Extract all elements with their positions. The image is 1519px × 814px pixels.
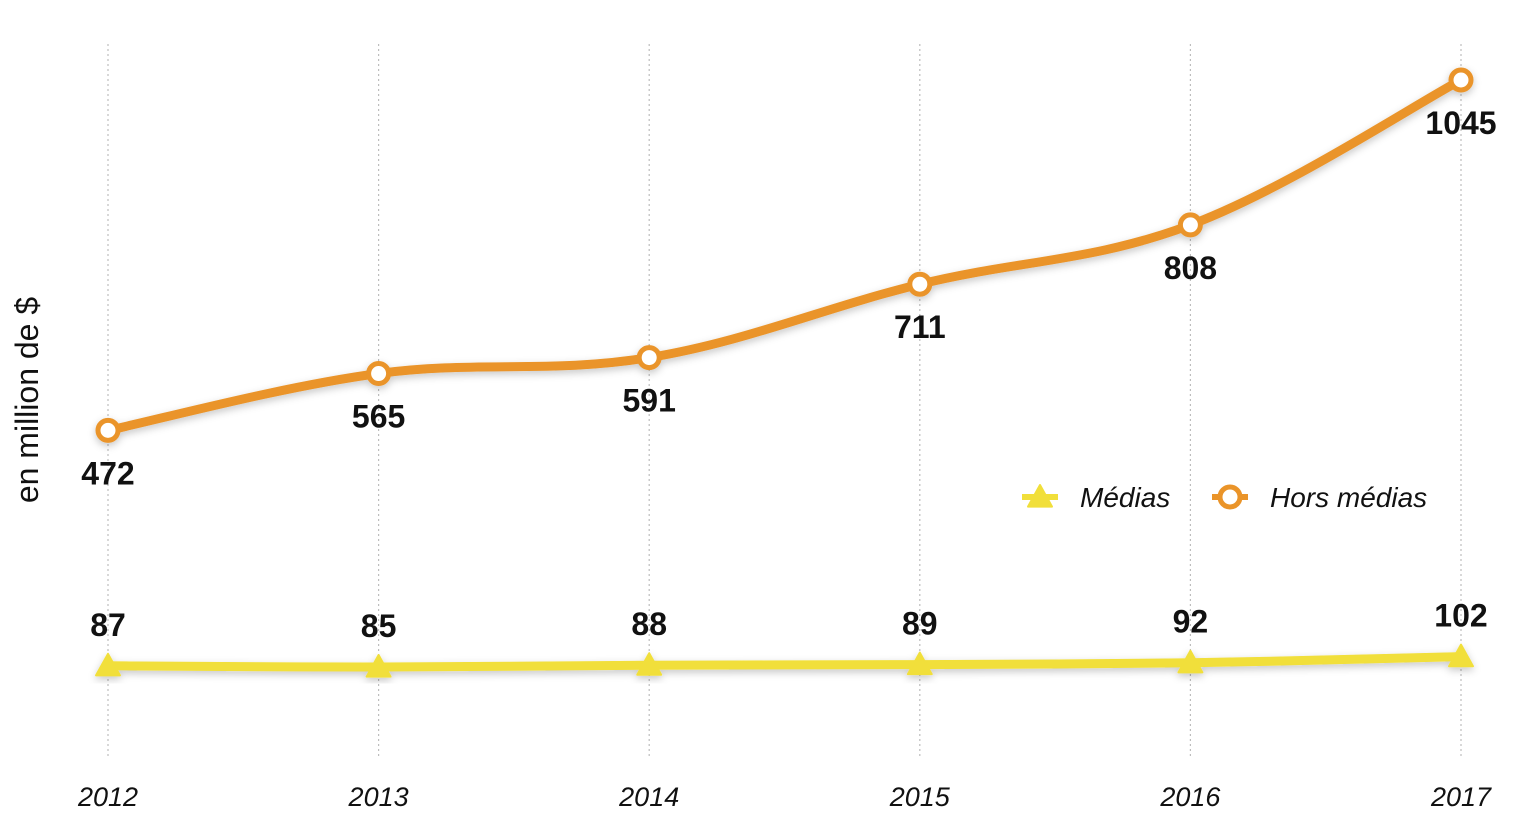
- data-label-hors-m-dias-2012: 472: [81, 455, 134, 491]
- point-m-dias-2014: [636, 652, 663, 676]
- legend-label-m-dias: Médias: [1080, 482, 1170, 513]
- x-tick-label-2016: 2016: [1159, 782, 1221, 812]
- data-label-m-dias-2017: 102: [1434, 598, 1487, 634]
- x-tick-label-2013: 2013: [348, 782, 409, 812]
- x-tick-label-2014: 2014: [618, 782, 679, 812]
- x-tick-label-2012: 2012: [77, 782, 138, 812]
- series-layer: [95, 67, 1474, 678]
- data-label-hors-m-dias-2014: 591: [623, 383, 676, 419]
- data-label-hors-m-dias-2016: 808: [1164, 250, 1217, 286]
- point-hors-m-dias-2012: [95, 417, 121, 443]
- x-tick-label-2017: 2017: [1430, 782, 1492, 812]
- data-label-m-dias-2014: 88: [631, 606, 667, 642]
- point-hors-m-dias-2013: [366, 361, 392, 387]
- legend-label-hors-m-dias: Hors médias: [1270, 482, 1427, 513]
- legend-marker-m-dias: [1027, 484, 1053, 508]
- point-hors-m-dias-2014: [636, 345, 662, 371]
- series-line-hors-m-dias: [103, 75, 1466, 435]
- data-labels: 87 85 88 89 92 102 472 565 591 711 808 1045: [81, 105, 1496, 644]
- legend-item-m-dias: Médias: [1022, 482, 1170, 513]
- x-tick-label-2015: 2015: [889, 782, 951, 812]
- legend-item-hors-m-dias: Hors médias: [1212, 482, 1427, 513]
- point-hors-m-dias-2015: [907, 271, 933, 297]
- point-m-dias-2017: [1448, 643, 1474, 668]
- series-line-m-dias: [103, 652, 1466, 672]
- series-m-dias: [95, 643, 1474, 678]
- legend-marker-hors-m-dias: [1217, 484, 1243, 510]
- point-hors-m-dias-2017: [1448, 67, 1474, 93]
- data-label-hors-m-dias-2013: 565: [352, 399, 405, 435]
- data-label-m-dias-2015: 89: [902, 606, 938, 642]
- grid-lines: [107, 44, 1462, 756]
- point-m-dias-2012: [95, 652, 121, 677]
- data-label-m-dias-2012: 87: [90, 607, 126, 643]
- data-label-m-dias-2016: 92: [1173, 604, 1209, 640]
- point-m-dias-2016: [1177, 649, 1204, 674]
- y-axis-label: en million de $: [9, 297, 45, 504]
- point-m-dias-2015: [906, 651, 933, 676]
- series-hors-m-dias: [95, 67, 1474, 443]
- legend: Médias Hors médias: [1022, 482, 1427, 513]
- data-label-hors-m-dias-2015: 711: [894, 309, 946, 345]
- data-label-hors-m-dias-2017: 1045: [1425, 105, 1496, 141]
- point-hors-m-dias-2016: [1177, 212, 1203, 238]
- x-axis: 2012 2013 2014 2015 2016 2017: [77, 782, 1492, 812]
- point-m-dias-2013: [365, 654, 392, 678]
- data-label-m-dias-2013: 85: [361, 608, 397, 644]
